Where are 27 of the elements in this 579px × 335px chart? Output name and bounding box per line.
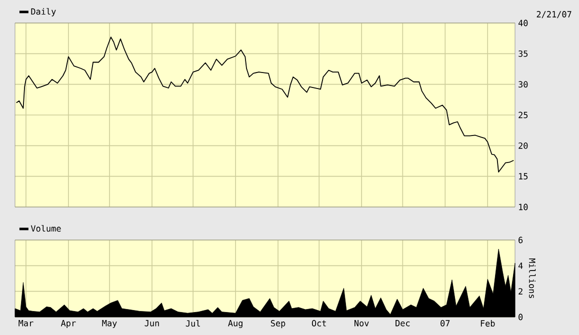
y-tick-label: 25 [518,112,528,118]
y-tick-label: 30 [518,81,528,88]
legend-label: Volume [30,225,61,232]
x-tick-label: Feb [480,320,495,327]
x-tick-label: Mar [18,320,34,326]
y-tick-label: 20 [518,142,528,149]
x-tick-label: Nov [354,320,369,326]
x-tick-label: Dec [396,320,410,326]
y-tick-label: 0 [518,314,523,320]
x-tick-label: Jul [186,320,200,327]
x-tick-label: May [102,320,117,328]
y-axis-title: Millions [528,258,536,298]
legend-label: Daily [31,8,56,16]
x-tick-label: Apr [60,320,76,328]
x-tick-label: 07 [440,320,450,326]
y-tick-label: 35 [518,50,528,57]
y-tick-label: 2 [518,288,522,294]
text: 2/21/07 [536,11,572,18]
x-tick-label: Jun [144,320,159,326]
y-tick-label: 15 [519,173,528,180]
y-tick-label: 10 [519,204,528,210]
y-tick-label: 6 [518,236,523,244]
y-tick-label: 4 [518,262,523,269]
x-tick-label: Oct [312,320,326,326]
y-tick-label: 40 [518,20,528,26]
x-tick-label: Sep [270,320,286,328]
x-tick-label: Aug [228,320,242,328]
